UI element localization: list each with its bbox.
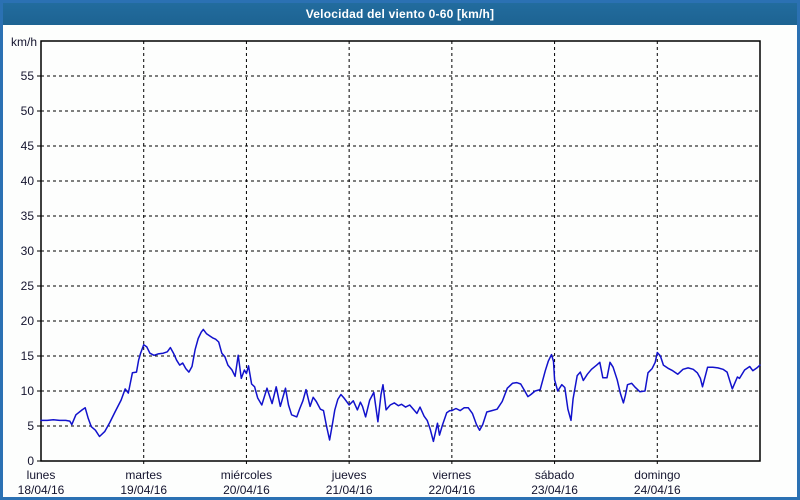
x-day-label: miércoles bbox=[221, 468, 272, 482]
y-tick-label: 20 bbox=[21, 314, 35, 328]
y-tick-label: 15 bbox=[21, 349, 35, 363]
y-tick-label: 0 bbox=[27, 454, 34, 468]
x-date-label: 21/04/16 bbox=[326, 483, 373, 497]
x-date-label: 23/04/16 bbox=[531, 483, 578, 497]
plot-border bbox=[40, 40, 761, 462]
x-day-label: lunes bbox=[27, 468, 56, 482]
y-tick-label: 45 bbox=[21, 139, 35, 153]
x-day-label: domingo bbox=[634, 468, 680, 482]
y-tick-label: 40 bbox=[21, 174, 35, 188]
x-date-label: 24/04/16 bbox=[634, 483, 681, 497]
x-day-label: jueves bbox=[331, 468, 367, 482]
x-date-label: 18/04/16 bbox=[18, 483, 65, 497]
y-tick-label: 50 bbox=[21, 104, 35, 118]
y-axis-unit-label: km/h bbox=[11, 35, 37, 49]
x-day-label: viernes bbox=[433, 468, 472, 482]
y-tick-label: 55 bbox=[21, 69, 35, 83]
x-date-label: 19/04/16 bbox=[120, 483, 167, 497]
y-tick-label: 10 bbox=[21, 384, 35, 398]
x-day-label: sábado bbox=[535, 468, 575, 482]
window-title: Velocidad del viento 0-60 [km/h] bbox=[305, 7, 495, 21]
y-tick-label: 5 bbox=[27, 419, 34, 433]
y-tick-label: 30 bbox=[21, 244, 35, 258]
y-tick-label: 35 bbox=[21, 209, 35, 223]
x-date-label: 22/04/16 bbox=[428, 483, 475, 497]
y-tick-label: 25 bbox=[21, 279, 35, 293]
chart-background bbox=[3, 3, 797, 497]
x-date-label: 20/04/16 bbox=[223, 483, 270, 497]
x-day-label: martes bbox=[125, 468, 162, 482]
window-titlebar: Velocidad del viento 0-60 [km/h] bbox=[3, 3, 797, 25]
wind-speed-line bbox=[40, 328, 761, 443]
